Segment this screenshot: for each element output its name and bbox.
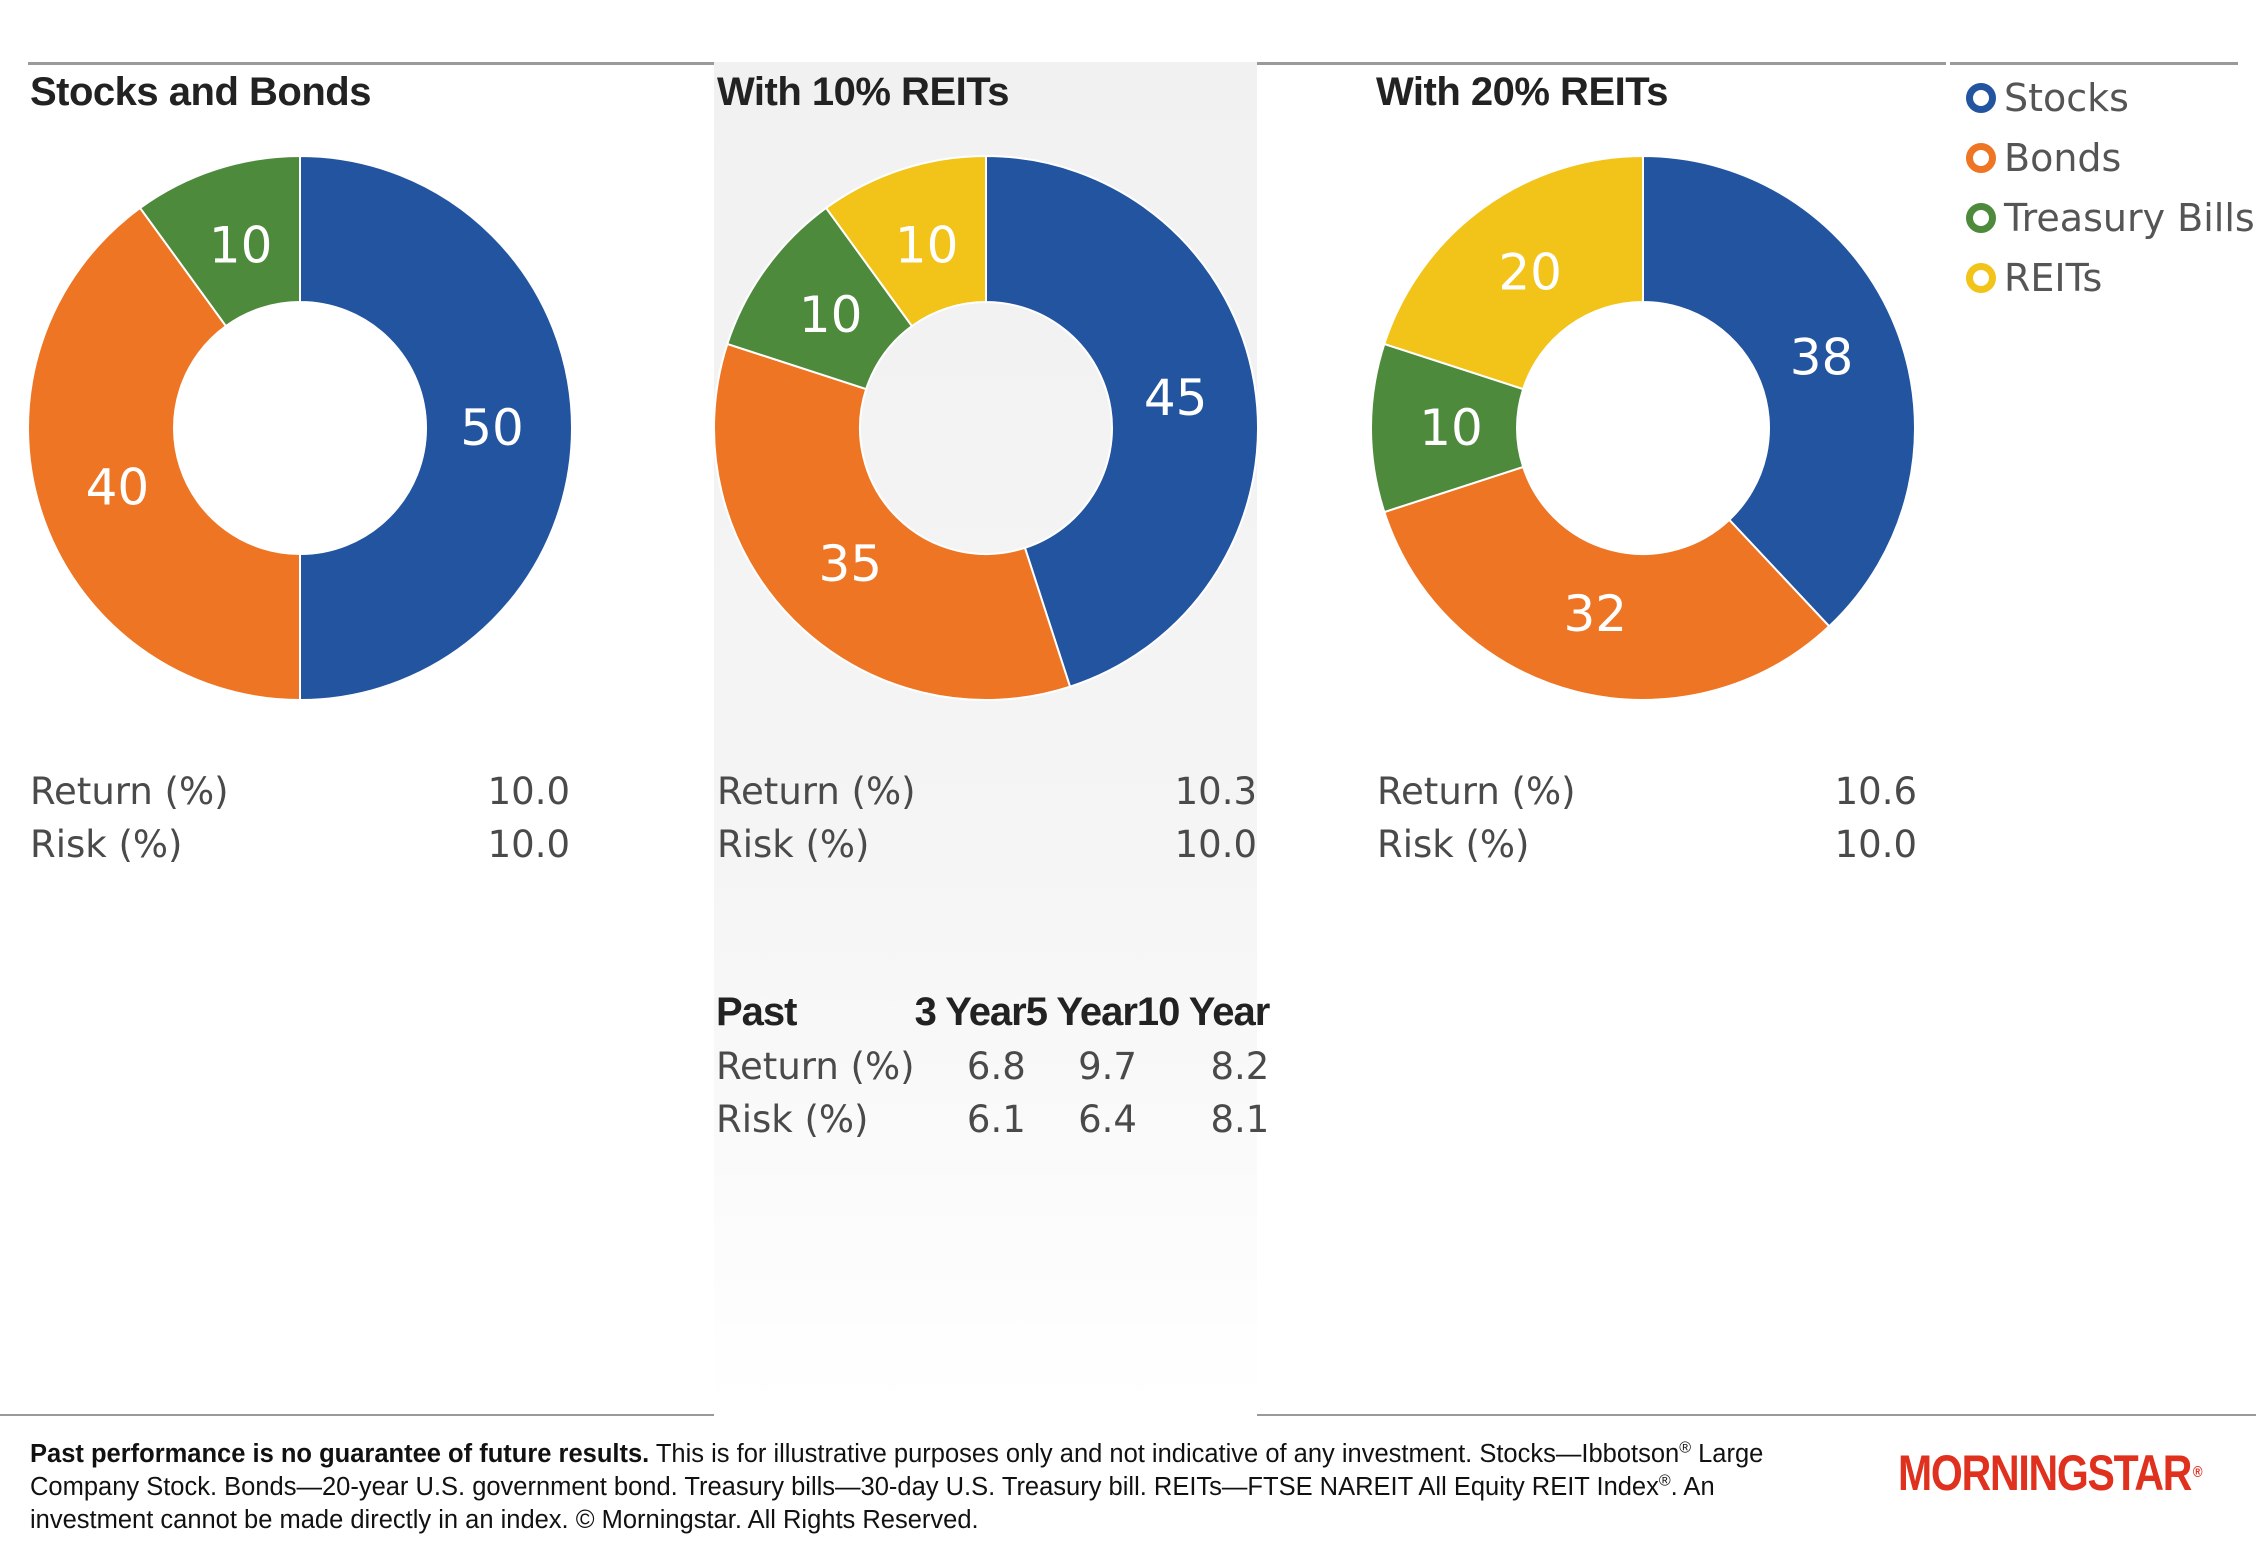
legend-marker-icon bbox=[1966, 263, 1996, 293]
chart-legend: Stocks Bonds Treasury Bills REITs bbox=[1966, 68, 2255, 308]
risk-row: Risk (%) 10.0 bbox=[30, 818, 570, 871]
legend-label: Stocks bbox=[2004, 76, 2129, 120]
table-cell: 8.1 bbox=[1210, 1098, 1270, 1141]
legend-marker-icon bbox=[1966, 203, 1996, 233]
slice-value-label: 20 bbox=[1498, 244, 1562, 302]
return-row: Return (%) 10.3 bbox=[717, 765, 1257, 818]
donut-slice-bonds bbox=[713, 342, 1072, 701]
legend-divider bbox=[1950, 62, 2238, 65]
chart-title-stocks-and-bonds: Stocks and Bonds bbox=[30, 70, 371, 114]
legend-marker-icon bbox=[1966, 83, 1996, 113]
table-cell: 9.7 bbox=[1078, 1045, 1137, 1088]
legend-marker-icon bbox=[1966, 143, 1996, 173]
table-header-row: Past 3 Year 5 Year 10 Year bbox=[716, 984, 1270, 1040]
row-label: Risk (%) bbox=[716, 1098, 869, 1141]
return-value: 10.6 bbox=[1834, 770, 1917, 813]
donut-chart-stocks-and-bonds: 50 40 10 bbox=[27, 154, 573, 702]
slice-value-label: 45 bbox=[1144, 369, 1208, 427]
slice-value-label: 32 bbox=[1563, 585, 1627, 643]
stats-10-reits: Return (%) 10.3 Risk (%) 10.0 bbox=[717, 765, 1257, 871]
table-cell: 6.4 bbox=[1078, 1098, 1137, 1141]
return-label: Return (%) bbox=[30, 770, 229, 813]
chart-title-10-reits: With 10% REITs bbox=[717, 70, 1009, 114]
table-row: Return (%) 6.8 9.7 8.2 bbox=[716, 1040, 1269, 1093]
disclaimer-text-1: This is for illustrative purposes only a… bbox=[649, 1440, 1680, 1468]
risk-label: Risk (%) bbox=[30, 823, 183, 866]
stats-20-reits: Return (%) 10.6 Risk (%) 10.0 bbox=[1377, 765, 1917, 871]
legend-item-reits: REITs bbox=[1966, 248, 2255, 308]
legend-item-bonds: Bonds bbox=[1966, 128, 2255, 188]
legend-label: Treasury Bills bbox=[2004, 196, 2255, 240]
risk-row: Risk (%) 10.0 bbox=[717, 818, 1257, 871]
column-header: 5 Year bbox=[1025, 989, 1138, 1034]
morningstar-logo: MORNINGSTAR ® bbox=[1898, 1444, 2203, 1502]
return-value: 10.0 bbox=[487, 770, 570, 813]
column-header: 3 Year bbox=[914, 989, 1027, 1034]
risk-value: 10.0 bbox=[1834, 823, 1917, 866]
table-cell: 8.2 bbox=[1210, 1045, 1270, 1088]
logo-text: MORNINGSTAR bbox=[1898, 1445, 2192, 1501]
slice-value-label: 10 bbox=[799, 286, 863, 344]
stats-stocks-and-bonds: Return (%) 10.0 Risk (%) 10.0 bbox=[30, 765, 570, 871]
legend-label: Bonds bbox=[2004, 136, 2122, 180]
table-cell: 6.8 bbox=[966, 1045, 1026, 1088]
slice-value-label: 50 bbox=[460, 399, 524, 457]
disclaimer-bold: Past performance is no guarantee of futu… bbox=[30, 1440, 650, 1468]
risk-label: Risk (%) bbox=[1377, 823, 1530, 866]
donut-slice-reits bbox=[824, 154, 987, 328]
risk-value: 10.0 bbox=[487, 823, 570, 866]
return-row: Return (%) 10.6 bbox=[1377, 765, 1917, 818]
risk-row: Risk (%) 10.0 bbox=[1377, 818, 1917, 871]
donut-slice-bonds bbox=[27, 206, 302, 702]
chart-title-20-reits: With 20% REITs bbox=[1376, 70, 1668, 114]
return-row: Return (%) 10.0 bbox=[30, 765, 570, 818]
slice-value-label: 40 bbox=[86, 458, 150, 516]
donut-slice-reits bbox=[1383, 154, 1644, 391]
return-label: Return (%) bbox=[1377, 770, 1576, 813]
table-cell: 6.1 bbox=[966, 1098, 1026, 1141]
donut-chart-20-reits: 38 32 10 20 bbox=[1370, 154, 1916, 701]
past-performance-table: Past 3 Year 5 Year 10 Year Return (%) 6.… bbox=[716, 984, 1270, 1146]
slice-value-label: 38 bbox=[1790, 328, 1854, 386]
donut-chart-10-reits: 45 35 10 10 bbox=[713, 154, 1259, 701]
column-header: 10 Year bbox=[1136, 989, 1270, 1034]
legend-label: REITs bbox=[2004, 256, 2103, 300]
donut-slice-bonds bbox=[1383, 465, 1831, 701]
legend-item-stocks: Stocks bbox=[1966, 68, 2255, 128]
slice-value-label: 10 bbox=[1419, 399, 1483, 457]
slice-value-label: 35 bbox=[818, 535, 882, 593]
disclaimer-text-3: . An investment cannot be made directly … bbox=[30, 1473, 1715, 1534]
bottom-divider-right bbox=[1257, 1414, 2256, 1416]
donut-slice-stocks bbox=[1642, 154, 1916, 628]
risk-value: 10.0 bbox=[1174, 823, 1257, 866]
return-value: 10.3 bbox=[1174, 770, 1257, 813]
risk-label: Risk (%) bbox=[717, 823, 870, 866]
legend-item-treasury-bills: Treasury Bills bbox=[1966, 188, 2255, 248]
slice-value-label: 10 bbox=[895, 216, 959, 274]
disclaimer-text-2: Large Company Stock. Bonds—20-year U.S. … bbox=[30, 1440, 1764, 1501]
slice-value-label: 10 bbox=[209, 216, 273, 274]
column-header: Past bbox=[716, 989, 797, 1034]
disclaimer-footnote: Past performance is no guarantee of futu… bbox=[30, 1438, 1790, 1537]
row-label: Return (%) bbox=[716, 1045, 915, 1088]
registered-mark: ® bbox=[1658, 1472, 1671, 1490]
return-label: Return (%) bbox=[717, 770, 916, 813]
donut-slice-stocks bbox=[299, 154, 573, 702]
donut-slice-stocks bbox=[985, 154, 1259, 688]
logo-registered-mark: ® bbox=[2192, 1464, 2203, 1481]
bottom-divider-left bbox=[0, 1414, 714, 1416]
registered-mark: ® bbox=[1679, 1439, 1691, 1457]
donut-slice-treasury-bills bbox=[138, 154, 301, 328]
table-row: Risk (%) 6.1 6.4 8.1 bbox=[716, 1093, 1269, 1146]
